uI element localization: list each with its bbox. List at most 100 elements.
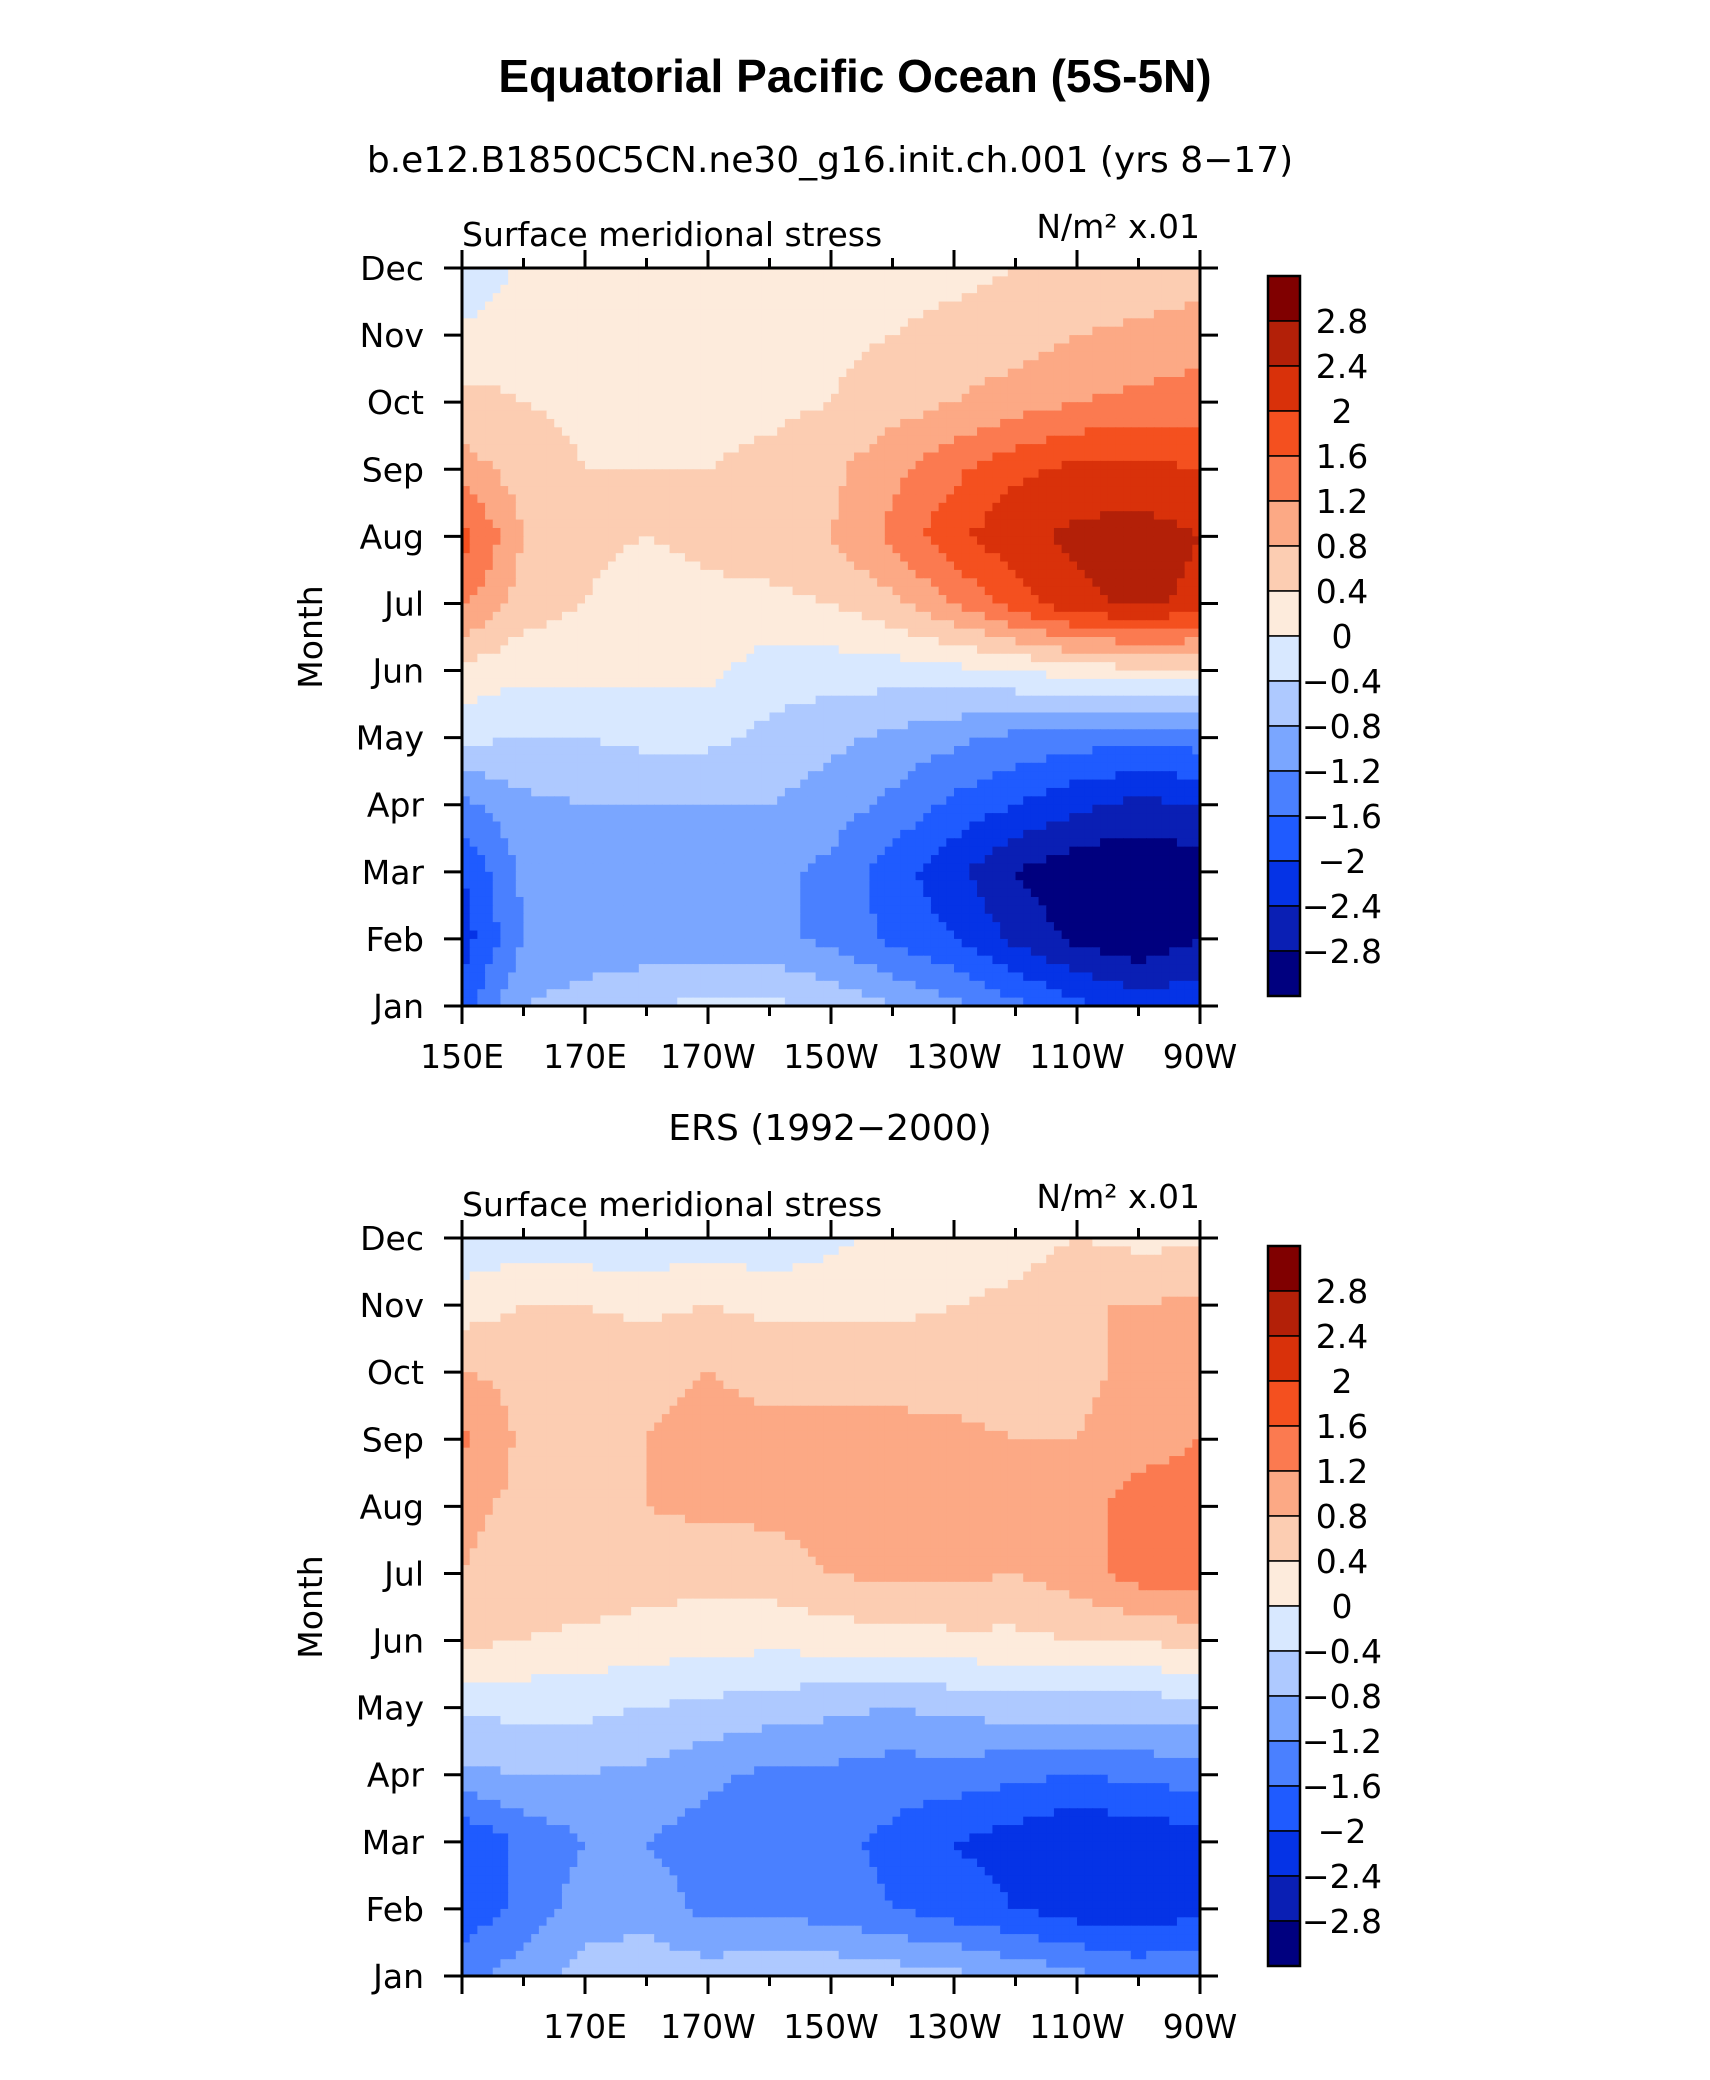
field-cell bbox=[669, 469, 678, 479]
field-cell bbox=[1023, 385, 1032, 395]
field-cell bbox=[754, 653, 763, 663]
field-cell bbox=[1061, 284, 1071, 294]
field-cell bbox=[1007, 351, 1017, 361]
field-cell bbox=[1100, 611, 1109, 621]
field-cell bbox=[677, 427, 686, 437]
field-cell bbox=[1046, 377, 1055, 387]
field-cell bbox=[577, 410, 586, 420]
field-cell bbox=[1138, 502, 1147, 512]
field-cell bbox=[930, 318, 940, 328]
field-cell bbox=[1030, 469, 1040, 479]
field-cell bbox=[661, 276, 671, 286]
field-cell bbox=[769, 486, 778, 496]
field-cell bbox=[1153, 326, 1163, 336]
field-cell bbox=[631, 670, 640, 680]
field-cell bbox=[1153, 544, 1163, 554]
field-cell bbox=[723, 477, 732, 487]
field-cell bbox=[638, 377, 648, 387]
field-cell bbox=[492, 628, 502, 638]
field-cell bbox=[669, 536, 678, 546]
field-cell bbox=[477, 276, 486, 286]
field-cell bbox=[708, 368, 717, 378]
field-cell bbox=[846, 343, 855, 353]
field-cell bbox=[746, 268, 755, 278]
field-cell bbox=[1130, 494, 1140, 504]
field-cell bbox=[508, 427, 517, 437]
field-cell bbox=[623, 368, 632, 378]
field-cell bbox=[1123, 595, 1132, 605]
field-cell bbox=[946, 637, 955, 647]
field-cell bbox=[638, 536, 648, 546]
field-cell bbox=[1046, 301, 1055, 311]
field-cell bbox=[946, 544, 955, 554]
field-cell bbox=[623, 645, 632, 655]
field-cell bbox=[877, 410, 886, 420]
field-cell bbox=[631, 377, 640, 387]
field-cell bbox=[900, 427, 909, 437]
field-cell bbox=[784, 402, 794, 412]
field-cell bbox=[677, 377, 686, 387]
field-cell bbox=[1030, 637, 1040, 647]
field-cell bbox=[684, 402, 694, 412]
field-cell bbox=[1000, 435, 1009, 445]
field-cell bbox=[1107, 444, 1117, 454]
field-cell bbox=[1038, 695, 1047, 705]
field-cell bbox=[1115, 620, 1124, 630]
field-cell bbox=[777, 360, 786, 370]
field-cell bbox=[1123, 368, 1132, 378]
field-cell bbox=[1115, 653, 1124, 663]
field-cell bbox=[1092, 469, 1101, 479]
field-cell bbox=[723, 460, 732, 470]
field-cell bbox=[700, 502, 709, 512]
field-cell bbox=[684, 544, 694, 554]
field-cell bbox=[1146, 645, 1155, 655]
field-cell bbox=[500, 603, 509, 613]
field-cell bbox=[669, 695, 678, 705]
field-cell bbox=[1192, 578, 1200, 588]
field-cell bbox=[1138, 645, 1147, 655]
field-cell bbox=[638, 687, 648, 697]
field-cell bbox=[746, 385, 755, 395]
field-cell bbox=[731, 569, 740, 579]
field-cell bbox=[1153, 494, 1163, 504]
field-cell bbox=[600, 527, 609, 538]
field-cell bbox=[769, 645, 778, 655]
field-cell bbox=[531, 519, 540, 529]
field-cell bbox=[646, 284, 655, 294]
field-cell bbox=[784, 335, 794, 345]
field-cell bbox=[1061, 670, 1071, 680]
field-cell bbox=[608, 502, 617, 512]
field-cell bbox=[600, 309, 609, 320]
field-cell bbox=[969, 360, 978, 370]
field-cell bbox=[523, 418, 532, 429]
field-cell bbox=[854, 276, 863, 286]
field-cell bbox=[1123, 494, 1132, 504]
field-cell bbox=[615, 527, 625, 538]
field-cell bbox=[523, 527, 532, 538]
field-cell bbox=[700, 527, 709, 538]
field-cell bbox=[1107, 284, 1117, 294]
field-cell bbox=[731, 603, 740, 613]
field-cell bbox=[1169, 620, 1178, 630]
field-cell bbox=[1192, 502, 1200, 512]
field-cell bbox=[746, 284, 755, 294]
field-cell bbox=[638, 628, 648, 638]
field-cell bbox=[854, 670, 863, 680]
field-cell bbox=[561, 611, 571, 621]
field-cell bbox=[992, 402, 1001, 412]
field-cell bbox=[831, 486, 840, 496]
field-cell bbox=[508, 301, 517, 311]
field-cell bbox=[1038, 519, 1047, 529]
field-cell bbox=[715, 284, 725, 294]
field-cell bbox=[1061, 427, 1071, 437]
field-cell bbox=[1023, 284, 1032, 294]
field-cell bbox=[569, 603, 579, 613]
field-cell bbox=[477, 418, 486, 429]
field-cell bbox=[900, 460, 909, 470]
field-cell bbox=[915, 402, 924, 412]
field-cell bbox=[1115, 678, 1124, 689]
field-cell bbox=[900, 309, 909, 320]
field-cell bbox=[631, 268, 640, 278]
field-cell bbox=[884, 268, 894, 278]
field-cell bbox=[746, 628, 755, 638]
